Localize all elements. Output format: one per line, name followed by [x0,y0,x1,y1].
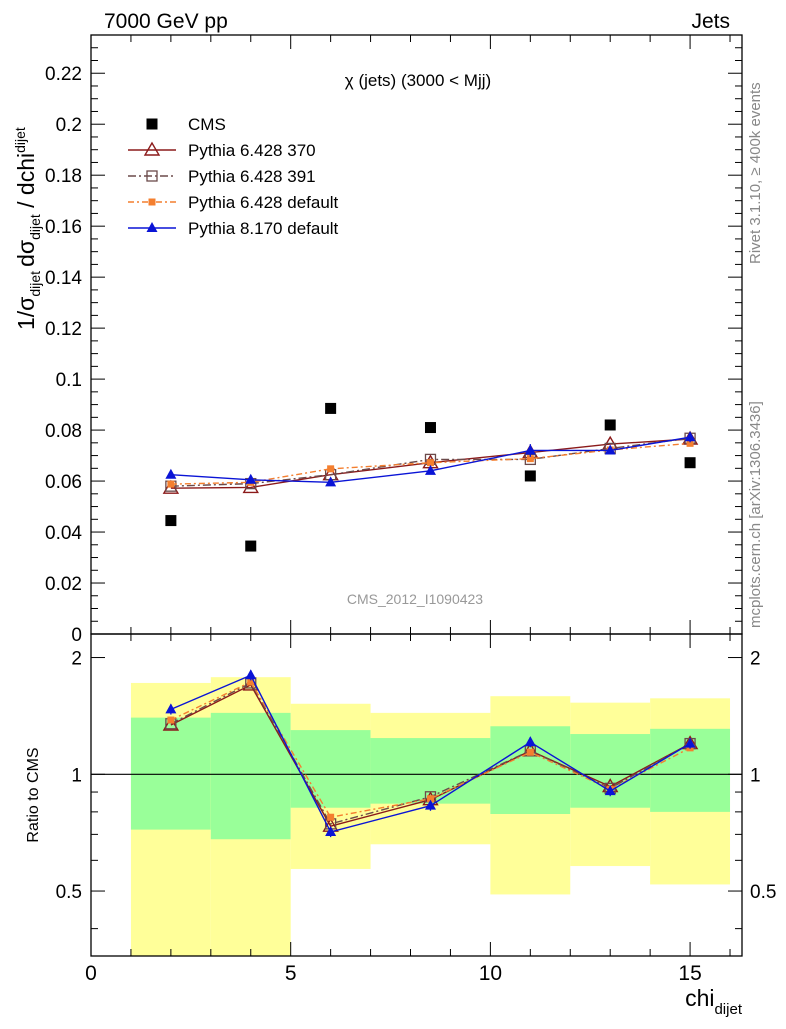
cms-data-point [684,457,696,469]
ratio-point-pythia-8-170-default [245,669,257,680]
legend-label-pythia-8-170-default: Pythia 8.170 default [188,219,339,238]
legend-marker-cms [146,118,158,130]
x-tick-label: 15 [678,962,701,985]
cms-data-point [245,540,257,552]
cms-data-point [424,422,436,434]
ratio-point-pythia-8-170-default [684,737,696,748]
legend-marker-pythia-6-428-391 [146,170,158,182]
ratio-point-pythia-8-170-default [325,825,337,836]
ratio-point-pythia-6-428-default [526,748,534,756]
ratio-point-pythia-6-428-default [426,795,434,803]
y-tick-label: 0.04 [45,523,82,544]
ratio-point-pythia-8-170-default [524,736,536,747]
series-point-pythia-8-170-default [165,468,177,479]
x-axis-label: chidijet [685,985,743,1018]
y-tick-label: 0.02 [45,574,82,595]
legend-label-pythia-6-428-370: Pythia 6.428 370 [188,141,316,160]
y-tick-label: 0.14 [45,268,82,289]
cms-data-point [604,419,616,431]
watermark-label: CMS_2012_I1090423 [347,591,483,607]
series-point-pythia-8-170-default [424,464,436,475]
y-tick-label: 0.16 [45,217,82,238]
x-tick-label: 10 [479,962,502,985]
series-point-pythia-6-428-default [426,459,434,467]
ratio-panel: 0 5 10 15 0.5 0.5 1 1 2 2 [56,633,776,985]
plot-title: χ (jets) (3000 < Mjj) [345,71,491,90]
y-tick-label: 0.1 [56,370,82,391]
header-right-label: Jets [691,10,730,33]
series-point-pythia-6-428-370 [242,479,259,494]
ratio-frame [90,633,743,957]
main-y-axis-label-text: 1/σdijetdσdijet / dchidijet [12,127,43,330]
ratio-y-tick-label-right: 0.5 [750,882,776,903]
ratio-point-pythia-6-428-370 [162,716,180,731]
x-tick-label: 5 [285,962,297,985]
series-point-pythia-8-170-default [604,444,616,455]
ratio-point-pythia-8-170-default [165,703,177,714]
series-point-pythia-8-170-default [684,431,696,442]
cms-data-point [165,515,177,527]
ratio-y-tick-label-left: 2 [71,649,82,670]
legend-label-pythia-6-428-default: Pythia 6.428 default [188,193,339,212]
ratio-point-pythia-6-428-default [167,716,175,724]
series-point-pythia-6-428-default [526,455,534,463]
ratio-band-inner [130,717,211,830]
series-point-pythia-8-170-default [245,473,257,484]
ratio-band-inner [290,730,371,808]
y-tick-label: 0.18 [45,166,82,187]
ratio-band-inner [210,712,291,840]
ratio-y-tick-label-right: 2 [750,649,761,670]
y-tick-label: 0.22 [45,64,82,85]
cms-data-point [524,470,536,482]
ratio-point-pythia-8-170-default [604,785,616,796]
rivet-version-label: Rivet 3.1.10, ≥ 400k events [747,82,764,264]
ratio-y-axis-label: Ratio to CMS [25,747,42,842]
legend-marker-pythia-8-170-default [146,222,158,232]
series-point-pythia-8-170-default [325,476,337,487]
ratio-y-tick-label-right: 1 [750,765,761,786]
y-tick-label: 0.06 [45,472,82,493]
mcplots-source-label: mcplots.cern.ch [arXiv:1306.3436] [747,401,764,628]
header-left-label: 7000 GeV pp [104,10,228,33]
x-tick-label: 0 [85,962,97,985]
main-y-axis-label: 1/σdijetdσdijet / dchidijet [12,127,43,330]
cms-data-point [325,402,337,414]
series-point-pythia-6-428-default [327,465,335,473]
legend-label-pythia-6-428-391: Pythia 6.428 391 [188,167,316,186]
legend-label-cms: CMS [188,115,226,134]
series-point-pythia-6-428-default [167,480,175,488]
y-tick-label: 0 [71,625,82,646]
ratio-point-pythia-6-428-default [247,678,255,686]
ratio-point-pythia-6-428-default [327,813,335,821]
ratio-point-pythia-8-170-default [424,799,436,810]
series-point-pythia-6-428-default [686,439,694,447]
legend: CMS Pythia 6.428 370 Pythia 6.428 391 Pythi… [128,115,339,238]
legend-marker-pythia-6-428-default [148,198,156,206]
ratio-y-tick-label-left: 0.5 [56,882,82,903]
y-tick-label: 0.12 [45,319,82,340]
y-tick-label: 0.2 [56,115,82,136]
legend-marker-pythia-6-428-370 [143,141,161,156]
y-tick-label: 0.08 [45,421,82,442]
series-point-pythia-8-170-default [524,444,536,455]
ratio-y-tick-label-left: 1 [71,765,82,786]
